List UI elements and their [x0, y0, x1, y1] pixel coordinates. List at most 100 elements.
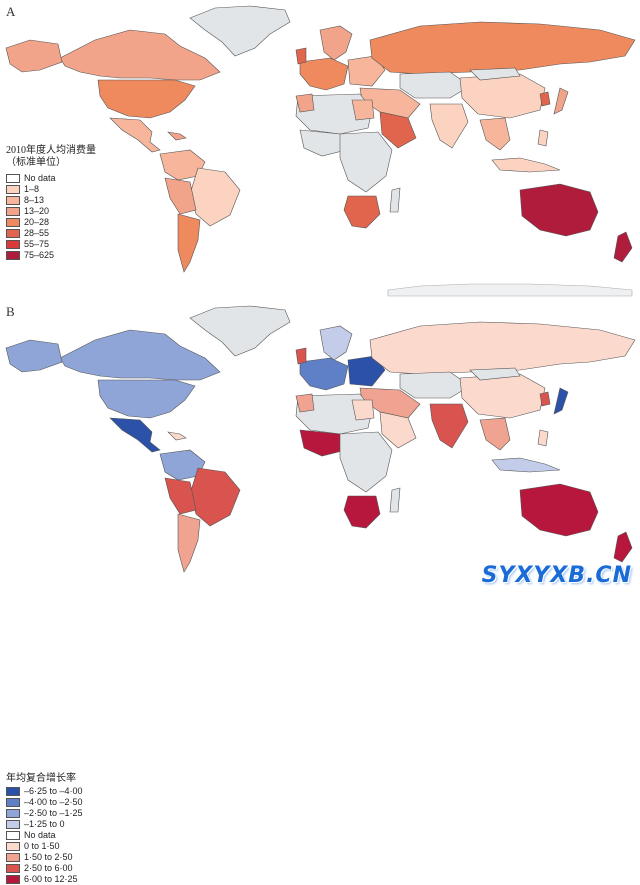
- b-legend-label: 2·50 to 6·00: [24, 863, 73, 873]
- china: [459, 373, 546, 419]
- peru-bolivia: [164, 477, 197, 515]
- b-legend-label: –1·25 to 0: [24, 819, 65, 829]
- new-zealand: [613, 231, 633, 263]
- b-legend-item: 1·50 to 2·50: [6, 852, 83, 863]
- argentina-chile: [177, 513, 201, 573]
- a-legend-label: No data: [24, 173, 56, 183]
- australia: [519, 483, 599, 537]
- b-legend-swatch: [6, 809, 20, 818]
- a-legend-swatch: [6, 196, 20, 205]
- caribbean: [167, 131, 187, 141]
- b-legend-label: No data: [24, 830, 56, 840]
- new-zealand: [613, 531, 633, 563]
- uk: [295, 347, 307, 365]
- a-legend-item: 55–75: [6, 239, 96, 250]
- choropleth-map-b: [5, 305, 636, 573]
- alaska: [5, 339, 63, 373]
- madagascar: [389, 187, 401, 213]
- russia: [369, 321, 636, 375]
- japan: [553, 87, 569, 115]
- a-legend-item: 1–8: [6, 184, 96, 195]
- b-legend-item: 6·00 to 12·25: [6, 874, 83, 885]
- philippines: [537, 129, 549, 147]
- saudi-arabia: [379, 111, 417, 149]
- watermark: SYXYXB.CN: [481, 563, 632, 588]
- b-legend-item: 0 to 1·50: [6, 841, 83, 852]
- choropleth-map-a: [5, 5, 636, 297]
- korea: [539, 391, 551, 407]
- a-legend-item: 13–20: [6, 206, 96, 217]
- korea: [539, 91, 551, 107]
- india: [429, 103, 469, 149]
- legend-a: 2010年度人均消费量 （标准单位） No data 1–8 8–13 13–20 20…: [6, 146, 96, 261]
- brazil: [189, 467, 241, 527]
- b-legend-label: –6·25 to –4·00: [24, 786, 83, 796]
- b-legend-label: –2·50 to –1·25: [24, 808, 83, 818]
- b-legend-item: –4·00 to –2·50: [6, 797, 83, 808]
- a-legend-label: 28–55: [24, 228, 50, 238]
- usa: [97, 379, 196, 419]
- central-africa: [339, 131, 393, 193]
- a-legend-item: 8–13: [6, 195, 96, 206]
- a-legend-label: 13–20: [24, 206, 50, 216]
- brazil: [189, 167, 241, 227]
- map-panel-b: B 年均复合增长率 –6·25 to –4·00 –4·00 to –2·50 –2…: [0, 300, 640, 884]
- australia: [519, 183, 599, 237]
- egypt: [351, 399, 375, 421]
- b-legend-item: 2·50 to 6·00: [6, 863, 83, 874]
- a-legend-label: 55–75: [24, 239, 50, 249]
- china: [459, 73, 546, 119]
- eastern-europe: [347, 355, 386, 387]
- legend-a-subtitle: （标准单位）: [6, 157, 66, 168]
- eastern-europe: [347, 55, 386, 87]
- a-legend-swatch: [6, 207, 20, 216]
- indonesia: [491, 457, 561, 473]
- kazakhstan: [399, 71, 471, 99]
- a-legend-swatch: [6, 251, 20, 260]
- panel-b-label: B: [6, 304, 15, 319]
- map-panel-a: A 2010年度人均消费量 （标准单位） No data 1–8 8–13 13–20…: [0, 0, 640, 298]
- legend-b: 年均复合增长率 –6·25 to –4·00 –4·00 to –2·50 –2·5…: [6, 774, 83, 885]
- canada: [59, 329, 221, 381]
- morocco: [295, 393, 315, 413]
- mongolia: [469, 367, 521, 381]
- b-legend-swatch: [6, 820, 20, 829]
- southeast-asia: [479, 417, 511, 451]
- scandinavia: [319, 25, 353, 61]
- b-legend-swatch: [6, 831, 20, 840]
- b-legend-swatch: [6, 853, 20, 862]
- greenland: [189, 305, 291, 357]
- a-legend-item: No data: [6, 173, 96, 184]
- panel-a-label: A: [6, 4, 16, 19]
- b-legend-label: –4·00 to –2·50: [24, 797, 83, 807]
- canada: [59, 29, 221, 81]
- b-legend-swatch: [6, 787, 20, 796]
- madagascar: [389, 487, 401, 513]
- usa: [97, 79, 196, 119]
- b-legend-item: –2·50 to –1·25: [6, 808, 83, 819]
- b-legend-item: –1·25 to 0: [6, 819, 83, 830]
- japan: [553, 387, 569, 415]
- b-legend-item: No data: [6, 830, 83, 841]
- b-legend-swatch: [6, 842, 20, 851]
- a-legend-swatch: [6, 218, 20, 227]
- mexico: [109, 117, 161, 153]
- antarctica: [387, 283, 633, 297]
- mexico: [109, 417, 161, 453]
- b-legend-label: 1·50 to 2·50: [24, 852, 73, 862]
- b-legend-swatch: [6, 798, 20, 807]
- scandinavia: [319, 325, 353, 361]
- west-africa: [299, 129, 347, 157]
- west-africa: [299, 429, 347, 457]
- a-legend-item: 28–55: [6, 228, 96, 239]
- caribbean: [167, 431, 187, 441]
- legend-b-title: 年均复合增长率: [6, 773, 76, 784]
- kazakhstan: [399, 371, 471, 399]
- b-legend-label: 6·00 to 12·25: [24, 874, 78, 884]
- alaska: [5, 39, 63, 73]
- morocco: [295, 93, 315, 113]
- b-legend-item: –6·25 to –4·00: [6, 786, 83, 797]
- a-legend-item: 20–28: [6, 217, 96, 228]
- egypt: [351, 99, 375, 121]
- a-legend-swatch: [6, 174, 20, 183]
